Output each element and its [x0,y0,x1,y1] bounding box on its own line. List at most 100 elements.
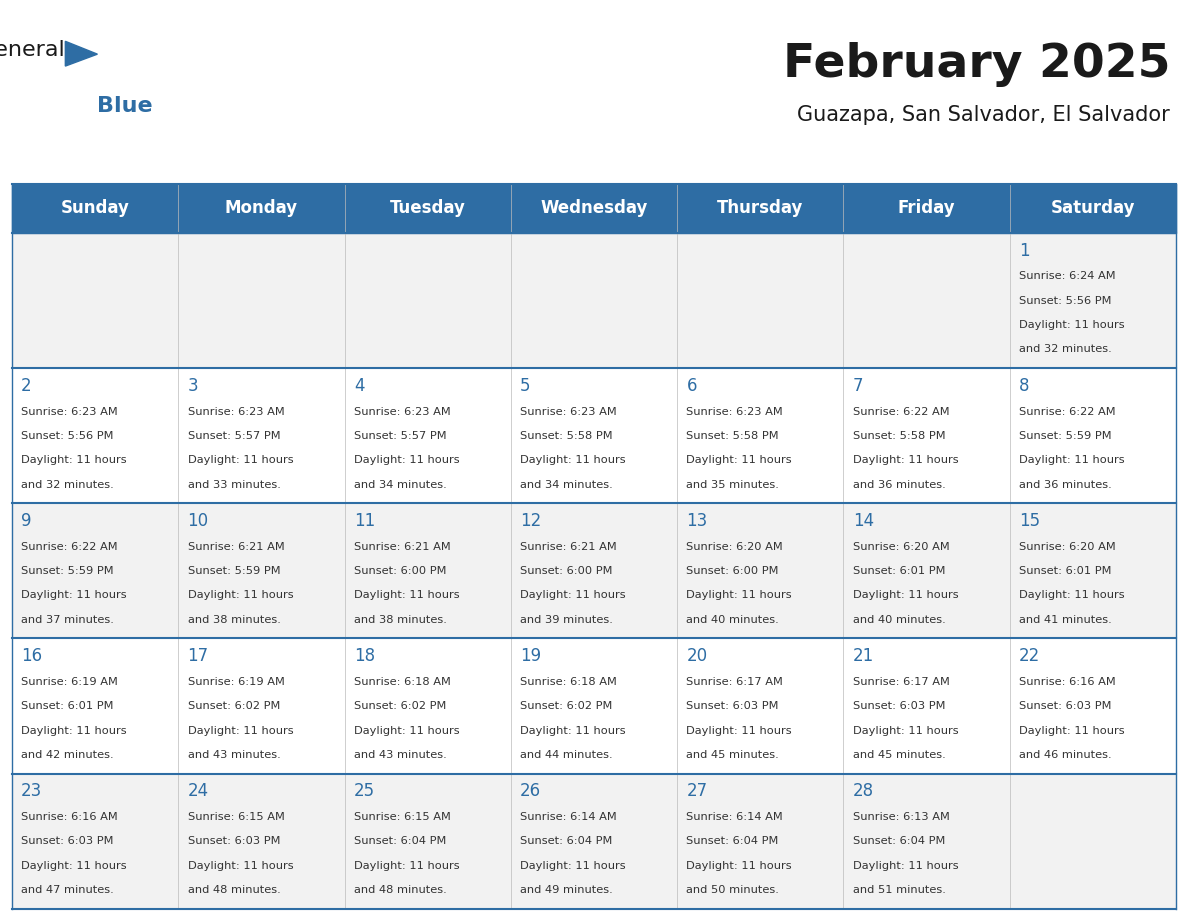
Text: Sunset: 6:00 PM: Sunset: 6:00 PM [354,566,447,577]
Text: Sunset: 6:01 PM: Sunset: 6:01 PM [1019,566,1112,577]
Text: 25: 25 [354,782,375,800]
Text: Sunset: 6:03 PM: Sunset: 6:03 PM [188,836,280,846]
Text: Daylight: 11 hours: Daylight: 11 hours [21,725,127,735]
Text: Sunset: 5:57 PM: Sunset: 5:57 PM [188,431,280,441]
Text: Daylight: 11 hours: Daylight: 11 hours [520,455,626,465]
Text: and 38 minutes.: and 38 minutes. [354,615,447,625]
Text: and 51 minutes.: and 51 minutes. [853,885,946,895]
Text: and 45 minutes.: and 45 minutes. [687,750,779,760]
Text: Tuesday: Tuesday [390,199,466,218]
Text: 11: 11 [354,512,375,530]
Text: and 33 minutes.: and 33 minutes. [188,479,280,489]
Text: Sunrise: 6:23 AM: Sunrise: 6:23 AM [21,407,118,417]
Text: 12: 12 [520,512,542,530]
Bar [12,184,1176,233]
Text: and 38 minutes.: and 38 minutes. [188,615,280,625]
Text: 27: 27 [687,782,708,800]
Text: Daylight: 11 hours: Daylight: 11 hours [354,725,460,735]
Text: and 46 minutes.: and 46 minutes. [1019,750,1112,760]
Text: Sunset: 6:04 PM: Sunset: 6:04 PM [354,836,447,846]
Text: Sunrise: 6:24 AM: Sunrise: 6:24 AM [1019,272,1116,281]
Text: Daylight: 11 hours: Daylight: 11 hours [687,725,792,735]
Text: Sunset: 5:59 PM: Sunset: 5:59 PM [1019,431,1112,441]
Text: Sunset: 6:04 PM: Sunset: 6:04 PM [853,836,946,846]
Text: Sunrise: 6:13 AM: Sunrise: 6:13 AM [853,812,949,823]
Text: Daylight: 11 hours: Daylight: 11 hours [520,861,626,871]
Text: Sunset: 6:04 PM: Sunset: 6:04 PM [687,836,779,846]
Text: Sunset: 5:56 PM: Sunset: 5:56 PM [21,431,114,441]
Text: and 35 minutes.: and 35 minutes. [687,479,779,489]
Text: 4: 4 [354,376,365,395]
Text: and 40 minutes.: and 40 minutes. [853,615,946,625]
Text: Sunrise: 6:20 AM: Sunrise: 6:20 AM [687,542,783,552]
Text: 1: 1 [1019,241,1030,260]
Text: Sunset: 5:59 PM: Sunset: 5:59 PM [188,566,280,577]
Text: Sunrise: 6:16 AM: Sunrise: 6:16 AM [21,812,118,823]
Text: Guazapa, San Salvador, El Salvador: Guazapa, San Salvador, El Salvador [797,105,1170,125]
Text: Sunset: 6:02 PM: Sunset: 6:02 PM [520,701,613,711]
Text: Daylight: 11 hours: Daylight: 11 hours [1019,590,1125,600]
Text: Sunrise: 6:14 AM: Sunrise: 6:14 AM [520,812,617,823]
Text: Sunset: 6:01 PM: Sunset: 6:01 PM [21,701,114,711]
Text: Daylight: 11 hours: Daylight: 11 hours [188,725,293,735]
Text: Daylight: 11 hours: Daylight: 11 hours [354,590,460,600]
Text: Sunset: 6:01 PM: Sunset: 6:01 PM [853,566,946,577]
Text: 16: 16 [21,647,43,666]
Text: and 36 minutes.: and 36 minutes. [853,479,946,489]
Text: Daylight: 11 hours: Daylight: 11 hours [21,861,127,871]
Text: 15: 15 [1019,512,1041,530]
Text: Sunset: 5:57 PM: Sunset: 5:57 PM [354,431,447,441]
Text: 5: 5 [520,376,531,395]
Text: and 34 minutes.: and 34 minutes. [354,479,447,489]
Text: Sunrise: 6:15 AM: Sunrise: 6:15 AM [188,812,284,823]
Text: and 40 minutes.: and 40 minutes. [687,615,779,625]
Text: and 47 minutes.: and 47 minutes. [21,885,114,895]
Text: and 48 minutes.: and 48 minutes. [354,885,447,895]
Text: Daylight: 11 hours: Daylight: 11 hours [853,725,959,735]
Text: Sunrise: 6:20 AM: Sunrise: 6:20 AM [853,542,949,552]
Text: Daylight: 11 hours: Daylight: 11 hours [687,455,792,465]
Text: and 32 minutes.: and 32 minutes. [21,479,114,489]
Text: Daylight: 11 hours: Daylight: 11 hours [354,861,460,871]
Text: and 49 minutes.: and 49 minutes. [520,885,613,895]
Text: Sunset: 6:02 PM: Sunset: 6:02 PM [188,701,280,711]
Text: Sunset: 5:58 PM: Sunset: 5:58 PM [687,431,779,441]
Text: Sunrise: 6:18 AM: Sunrise: 6:18 AM [520,677,617,687]
Text: Sunset: 5:56 PM: Sunset: 5:56 PM [1019,296,1112,306]
Text: Daylight: 11 hours: Daylight: 11 hours [188,590,293,600]
Text: Sunrise: 6:23 AM: Sunrise: 6:23 AM [188,407,284,417]
Text: Sunset: 6:03 PM: Sunset: 6:03 PM [687,701,779,711]
Text: and 34 minutes.: and 34 minutes. [520,479,613,489]
Text: 26: 26 [520,782,542,800]
Text: Daylight: 11 hours: Daylight: 11 hours [853,590,959,600]
Text: 17: 17 [188,647,209,666]
Text: and 37 minutes.: and 37 minutes. [21,615,114,625]
Text: and 44 minutes.: and 44 minutes. [520,750,613,760]
Text: Daylight: 11 hours: Daylight: 11 hours [853,861,959,871]
Text: 28: 28 [853,782,874,800]
Text: Sunset: 5:58 PM: Sunset: 5:58 PM [853,431,946,441]
Text: Sunset: 6:02 PM: Sunset: 6:02 PM [354,701,447,711]
Text: Daylight: 11 hours: Daylight: 11 hours [520,590,626,600]
Text: Sunset: 6:03 PM: Sunset: 6:03 PM [1019,701,1112,711]
Text: Sunrise: 6:19 AM: Sunrise: 6:19 AM [188,677,284,687]
Text: Daylight: 11 hours: Daylight: 11 hours [21,455,127,465]
Text: 21: 21 [853,647,874,666]
Text: Sunrise: 6:23 AM: Sunrise: 6:23 AM [520,407,617,417]
Text: Sunrise: 6:22 AM: Sunrise: 6:22 AM [1019,407,1116,417]
Text: 22: 22 [1019,647,1041,666]
Text: 20: 20 [687,647,708,666]
Text: 2: 2 [21,376,32,395]
Text: 14: 14 [853,512,874,530]
Text: Sunset: 6:00 PM: Sunset: 6:00 PM [687,566,779,577]
Text: and 43 minutes.: and 43 minutes. [188,750,280,760]
Text: Sunrise: 6:20 AM: Sunrise: 6:20 AM [1019,542,1116,552]
Text: 9: 9 [21,512,32,530]
Text: 8: 8 [1019,376,1030,395]
Text: Daylight: 11 hours: Daylight: 11 hours [21,590,127,600]
Text: and 48 minutes.: and 48 minutes. [188,885,280,895]
Text: Sunrise: 6:23 AM: Sunrise: 6:23 AM [354,407,450,417]
Text: 6: 6 [687,376,697,395]
Text: 19: 19 [520,647,542,666]
Text: Sunrise: 6:21 AM: Sunrise: 6:21 AM [520,542,617,552]
